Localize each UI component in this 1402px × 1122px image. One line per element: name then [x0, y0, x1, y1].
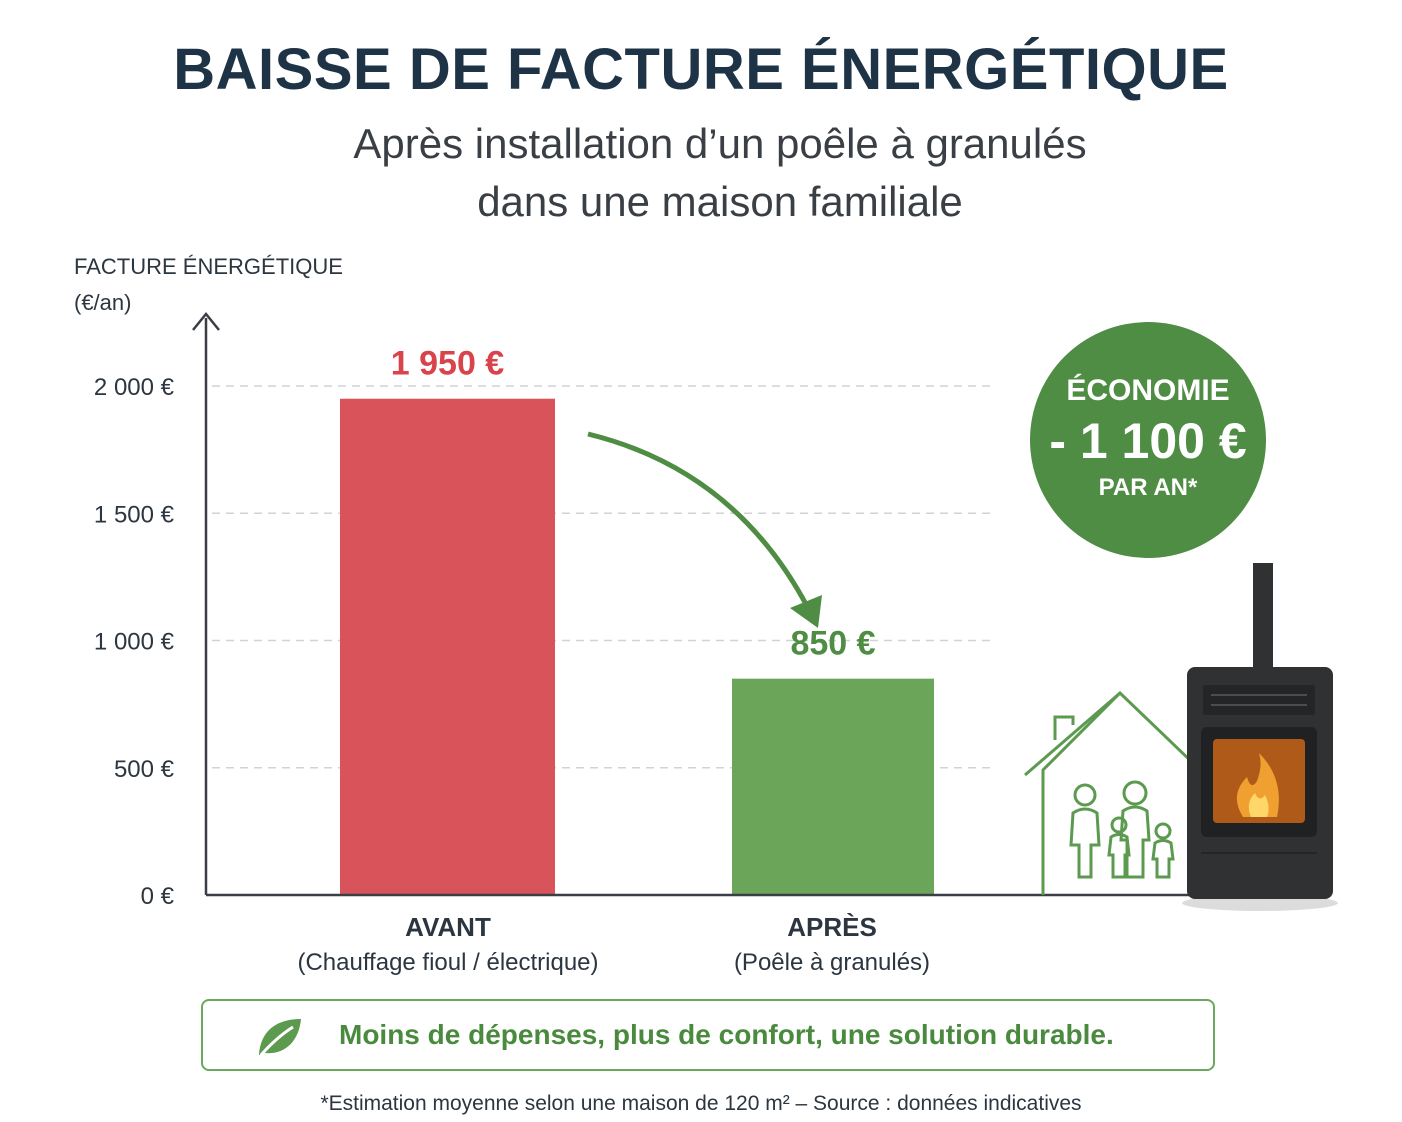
y-tick-label: 1 000 € [94, 629, 175, 656]
y-tick-label: 1 500 € [94, 501, 175, 528]
category-apres: APRÈS (Poêle à granulés) [622, 912, 1042, 977]
footnote: *Estimation moyenne selon une maison de … [320, 1092, 1082, 1115]
y-axis-unit: (€/an) [74, 290, 132, 315]
category-apres-desc: (Poêle à granulés) [733, 949, 931, 976]
family-icon [1069, 780, 1175, 879]
savings-badge-title: ÉCONOMIE [1066, 374, 1230, 407]
bar-apres [732, 678, 934, 895]
benefit-banner-text: Moins de dépenses, plus de confort, une … [339, 1019, 1114, 1050]
savings-badge-amount: - 1 100 € [1049, 413, 1247, 469]
pellet-stove-icon [1182, 563, 1338, 911]
y-tick-label: 0 € [141, 883, 175, 910]
chart-subtitle-line1: Après installation d’un poêle à granulés [353, 120, 1087, 167]
savings-badge-period: PAR AN* [1098, 474, 1198, 501]
category-avant-name: AVANT [405, 912, 491, 942]
bar-value-label: 850 € [790, 625, 875, 663]
y-axis-label: FACTURE ÉNERGÉTIQUE [74, 254, 343, 279]
leaf-icon [259, 1019, 301, 1056]
savings-badge: ÉCONOMIE - 1 100 € PAR AN* [1030, 322, 1266, 558]
y-tick-label: 2 000 € [94, 374, 175, 401]
y-tick-label: 500 € [114, 756, 175, 783]
bar-chart: 0 € 500 € 1 000 € 1 500 € 2 000 € 1 950 € 850… [94, 312, 1190, 910]
decrease-arrowhead [790, 595, 822, 628]
category-avant: AVANT (Chauffage fioul / électrique) [238, 912, 658, 977]
house-icon [1024, 690, 1197, 895]
house-family-stove-illustration [1024, 563, 1338, 911]
bar-value-label: 1 950 € [391, 345, 505, 383]
chart-title: BAISSE DE FACTURE ÉNERGÉTIQUE [173, 37, 1229, 102]
y-axis-arrow [192, 312, 220, 331]
bar-avant [340, 398, 555, 895]
category-apres-name: APRÈS [787, 912, 877, 942]
category-avant-desc: (Chauffage fioul / électrique) [297, 949, 599, 976]
decrease-arrow [587, 431, 811, 610]
chart-subtitle-line2: dans une maison familiale [477, 178, 963, 225]
benefit-banner: Moins de dépenses, plus de confort, une … [201, 999, 1215, 1071]
